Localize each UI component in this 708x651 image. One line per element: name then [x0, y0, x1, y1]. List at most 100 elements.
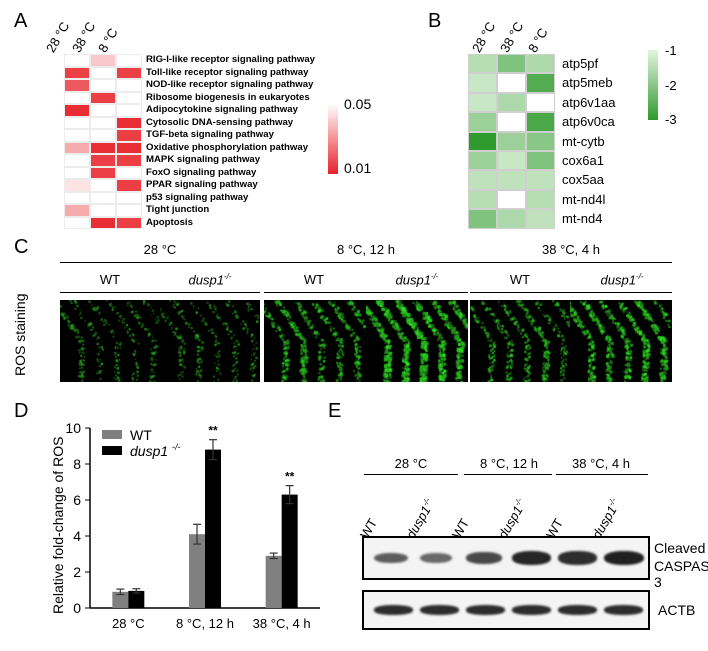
significance-label: **	[285, 470, 295, 484]
panel-b-scale-2: -2	[665, 78, 677, 93]
bar	[112, 591, 129, 608]
actb-band	[512, 605, 551, 615]
heatmap-b-cell	[468, 73, 497, 93]
heatmap-a-cell	[90, 216, 116, 229]
panel-a-scale-min: 0.01	[344, 160, 372, 176]
pathway-label: MAPK signaling pathway	[146, 154, 261, 165]
caspase3-band	[604, 551, 644, 565]
bar	[265, 555, 282, 608]
significance-label: **	[208, 424, 218, 438]
actb-band	[374, 605, 413, 615]
heatmap-b-cell	[526, 209, 555, 229]
heatmap-b-cell	[526, 54, 555, 74]
heatmap-a-cell	[116, 216, 142, 229]
panel-c-top-rule	[60, 262, 672, 263]
pathway-label: RIG-I-like receptor signaling pathway	[146, 54, 315, 65]
panel-c-geno-5: WT	[509, 272, 531, 287]
heatmap-a-cell	[90, 204, 116, 217]
heatmap-a-cell	[116, 79, 142, 92]
gene-label: mt-nd4l	[562, 191, 606, 207]
heatmap-a-cell	[116, 129, 142, 142]
y-tick-label: 10	[65, 420, 81, 436]
heatmap-a-cell	[64, 91, 90, 104]
heatmap-b-cell	[497, 151, 526, 171]
panel-c-divider-1	[60, 292, 260, 293]
heatmap-b-cell	[526, 92, 555, 113]
pathway-label: NOD-like receptor signaling pathway	[146, 79, 314, 90]
heatmap-a-cell	[90, 66, 116, 79]
heatmap-a-cell	[90, 179, 116, 192]
caspase3-band	[558, 551, 597, 565]
heatmap-a-cell	[64, 104, 90, 117]
heatmap-a-cell	[116, 204, 142, 217]
panel-a-col-28: 28 °C	[43, 19, 73, 55]
gene-label: atp6v0ca	[562, 114, 615, 130]
panel-a-scale-max: 0.05	[344, 96, 372, 112]
heatmap-b-cell	[497, 189, 526, 210]
pathway-label: Oxidative phosphorylation pathway	[146, 141, 309, 153]
legend-label-dusp1: dusp1	[130, 443, 168, 459]
panel-b-scale-1: -1	[665, 43, 677, 58]
heatmap-a-cell	[116, 141, 142, 154]
heatmap-a-cell	[64, 141, 90, 154]
panel-b-col-38: 38 °C	[497, 19, 527, 55]
panel-c-cond-8: 8 °C, 12 h	[337, 242, 395, 257]
actb-band	[558, 605, 597, 615]
panel-e-lane-4: dusp1-/-	[495, 496, 526, 542]
gene-label: mt-nd4	[562, 211, 603, 227]
pathway-label: Adipocytokine signaling pathway	[146, 104, 298, 115]
heatmap-a-cell	[90, 116, 116, 129]
caspase3-band	[466, 552, 502, 564]
panel-b-col-8: 8 °C	[525, 25, 551, 55]
ros-image-wt-28	[60, 300, 160, 382]
legend-swatch-dusp1	[102, 446, 122, 455]
heatmap-b-cell	[497, 112, 526, 132]
y-tick-label: 6	[73, 492, 81, 508]
gene-label: atp5pf	[562, 56, 599, 71]
ros-image-dusp1-38	[570, 300, 672, 382]
heatmap-b-cell	[497, 73, 526, 93]
panel-label-d: D	[14, 400, 29, 422]
bar	[128, 590, 145, 608]
heatmap-b-cell	[497, 92, 526, 113]
panel-a-colorbar	[328, 104, 338, 174]
heatmap-a-cell	[90, 154, 116, 167]
panel-e-lane-6: dusp1-/-	[589, 496, 620, 542]
panel-a-pathway-labels: RIG-I-like receptor signaling pathway Tol…	[146, 54, 346, 229]
pathway-label: Apoptosis	[146, 216, 193, 228]
pathway-label: PPAR signaling pathway	[146, 179, 258, 190]
heatmap-a-cell	[90, 129, 116, 142]
panel-e-cond-38: 38 °C, 4 h	[572, 456, 630, 471]
panel-c-divider-3	[470, 292, 672, 293]
panel-c-cond-38: 38 °C, 4 h	[542, 242, 600, 257]
legend-label-wt: WT	[130, 427, 152, 443]
panel-e-rule-2	[464, 474, 552, 475]
actb-band	[466, 605, 505, 615]
y-tick-label: 2	[73, 564, 81, 580]
heatmap-b-cell	[526, 112, 555, 132]
legend-swatch-wt	[102, 430, 122, 439]
heatmap-a-cell	[64, 166, 90, 179]
caspase3-band	[420, 552, 453, 564]
panel-e-cond-28: 28 °C	[394, 456, 428, 471]
panel-c-geno-6: dusp1-/-	[600, 272, 644, 288]
panel-b-col-28: 28 °C	[469, 19, 499, 55]
panel-b-colorbar	[648, 50, 658, 120]
heatmap-a-cell	[116, 91, 142, 104]
heatmap-a-cell	[116, 54, 142, 67]
panel-a-heatmap: 28 °C 38 °C 8 °C RIG-I-like receptor sig…	[0, 0, 420, 230]
heatmap-a-cell	[116, 154, 142, 167]
actb-band	[604, 605, 643, 615]
bar	[205, 449, 221, 608]
panel-a-col-8: 8 °C	[95, 25, 121, 55]
caspase3-band	[374, 552, 408, 564]
panel-b-gene-labels: atp5pf atp5meb atp6v1aa atp6v0ca mt-cytb cox6…	[562, 54, 652, 229]
panel-e-label-caspase-1: Cleaved	[654, 540, 706, 556]
heatmap-a-cell	[64, 154, 90, 167]
x-tick-label: 28 °C	[112, 616, 145, 631]
panel-e-western-blot: 28 °C 8 °C, 12 h 38 °C, 4 h WT dusp1-/- …	[330, 400, 708, 650]
heatmap-b-cell	[468, 151, 497, 171]
heatmap-b-cell	[468, 92, 497, 113]
gene-label: atp5meb	[562, 75, 613, 91]
panel-b-grid	[468, 54, 555, 229]
